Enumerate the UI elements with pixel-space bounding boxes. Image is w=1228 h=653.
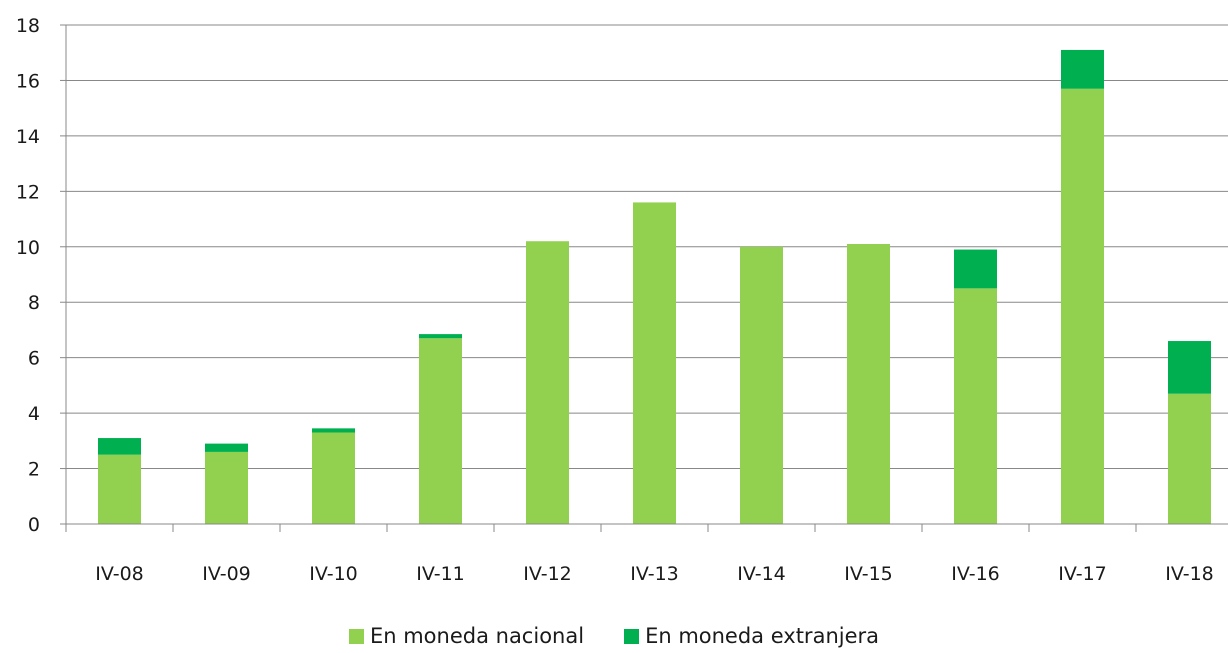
x-tick-label: IV-08 [95, 563, 144, 585]
legend-label-extranjera: En moneda extranjera [645, 624, 880, 648]
y-tick-label: 2 [28, 459, 40, 481]
x-tick-label: IV-17 [1058, 563, 1107, 585]
x-tick-label: IV-10 [309, 563, 358, 585]
bar-nacional [526, 241, 569, 524]
y-tick-label: 8 [28, 292, 40, 314]
bar-nacional [847, 244, 890, 524]
y-tick-label: 4 [28, 403, 40, 425]
bar-extranjera [419, 334, 462, 339]
bar-extranjera [98, 438, 141, 455]
x-tick-label: IV-15 [844, 563, 893, 585]
legend-item-extranjera: En moneda extranjera [624, 624, 879, 648]
bar-nacional [312, 432, 355, 524]
bar-extranjera [312, 428, 355, 433]
bar-nacional [740, 246, 783, 524]
legend-swatch-nacional [348, 628, 364, 644]
bars [98, 49, 1211, 524]
bar-nacional [954, 288, 997, 524]
y-tick-label: 16 [16, 70, 40, 92]
bar-nacional [205, 451, 248, 524]
x-tick-label: IV-18 [1165, 563, 1214, 585]
x-tick-label: IV-12 [523, 563, 572, 585]
bar-nacional [1061, 88, 1104, 524]
x-axis: IV-08 IV-09 IV-10 IV-11 IV-12 IV-13 IV-14 IV-15… [65, 523, 1228, 585]
bar-extranjera [1168, 341, 1211, 394]
y-tick-label: 0 [28, 514, 40, 536]
y-tick-label: 12 [16, 181, 40, 203]
bar-nacional [633, 202, 676, 524]
x-tick-label: IV-11 [416, 563, 465, 585]
bar-extranjera [1061, 49, 1104, 89]
y-tick-label: 6 [28, 348, 40, 370]
y-axis-ticks: 0 2 4 6 8 10 12 14 16 18 [16, 15, 67, 536]
y-tick-label: 10 [16, 237, 40, 259]
legend-label-nacional: En moneda nacional [369, 624, 585, 648]
bar-chart: 0 2 4 6 8 10 12 14 16 18 IV-08 IV-09 IV-10 IV-11 IV-1… [16, 15, 1228, 585]
legend-item-nacional: En moneda nacional [348, 624, 585, 648]
legend: En moneda nacional En moneda extranjera [0, 624, 1228, 648]
x-tick-label: IV-09 [202, 563, 251, 585]
y-tick-label: 14 [16, 126, 40, 148]
x-tick-label: IV-14 [737, 563, 786, 585]
y-tick-label: 18 [16, 15, 40, 37]
x-tick-label: IV-13 [630, 563, 679, 585]
bar-extranjera [954, 249, 997, 289]
x-tick-label: IV-16 [951, 563, 1000, 585]
bar-extranjera [205, 443, 248, 452]
bar-nacional [1168, 393, 1211, 524]
bar-nacional [419, 338, 462, 524]
legend-swatch-extranjera [624, 628, 640, 644]
bar-nacional [98, 454, 141, 524]
